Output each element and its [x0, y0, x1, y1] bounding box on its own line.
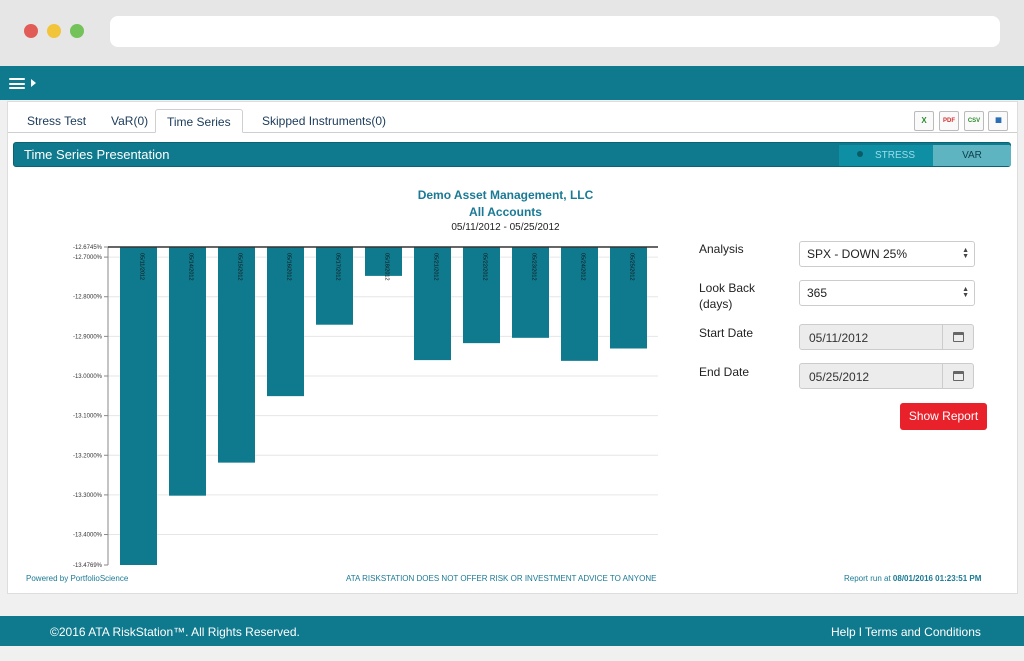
start-date-label: Start Date: [699, 326, 754, 340]
chart-accounts-title: All Accounts: [469, 205, 542, 219]
chart-bar: [169, 247, 206, 496]
lookback-value: 365: [807, 286, 828, 300]
browser-chrome: [0, 0, 1024, 66]
start-date-value: 05/11/2012: [809, 331, 869, 345]
analysis-select[interactable]: SPX - DOWN 25% ▲ ▼: [799, 241, 975, 267]
chart-bar: [316, 247, 353, 325]
bar-date-label: 05/17/2012: [335, 253, 341, 281]
chart-company-title: Demo Asset Management, LLC: [417, 188, 594, 202]
bar-date-label: 05/16/2012: [286, 253, 292, 281]
chart-bar: [120, 247, 157, 565]
chart-bar: [463, 247, 500, 344]
chart-export-icon[interactable]: ▮▮: [988, 111, 1008, 131]
y-axis-tick-label: -13.3000%: [73, 493, 103, 499]
help-link[interactable]: Help: [831, 625, 856, 639]
chart-bar: [610, 247, 647, 349]
time-series-bar-chart: -12.6745% -12.7000% -12.8000% -12.9000% -13.…: [73, 245, 658, 567]
stress-var-toggle[interactable]: STRESS VAR: [839, 145, 1011, 166]
bar-date-label: 05/22/2012: [482, 253, 488, 281]
lookback-label-line2: (days): [699, 297, 733, 311]
footer-separator: l: [855, 625, 865, 639]
tab-var[interactable]: VaR(0): [111, 114, 149, 128]
select-arrows-icon: ▲ ▼: [962, 247, 969, 260]
analysis-value: SPX - DOWN 25%: [807, 247, 908, 261]
bar-date-label: 05/14/2012: [188, 253, 194, 281]
y-axis-tick-label: -13.0000%: [73, 374, 103, 380]
terms-link[interactable]: Terms and Conditions: [864, 625, 981, 639]
calendar-icon: [953, 332, 964, 342]
end-date-label: End Date: [699, 365, 750, 379]
report-run-time: 08/01/2016 01:23:51 PM: [892, 574, 982, 583]
y-axis-tick-label: -13.2000%: [73, 453, 103, 459]
chart-bar: [365, 247, 402, 276]
y-axis-tick-label: -13.4769%: [73, 563, 103, 567]
chart-bar: [414, 247, 451, 361]
toggle-stress-label: STRESS: [874, 150, 915, 161]
chart-bar: [218, 247, 255, 463]
copyright-text: ©2016 ATA RiskStation™. All Rights Reser…: [50, 625, 300, 639]
show-report-button[interactable]: Show Report: [900, 403, 987, 430]
minimize-window-icon[interactable]: [47, 24, 61, 38]
active-indicator-icon: [856, 151, 863, 158]
chart-bar: [561, 247, 598, 361]
expand-arrow-icon[interactable]: [31, 79, 36, 87]
bar-date-label: 05/21/2012: [433, 253, 439, 281]
footer-links: Help l Terms and Conditions: [831, 625, 981, 639]
y-axis-tick-label: -13.4000%: [73, 533, 103, 539]
bar-date-label: 05/11/2012: [139, 253, 145, 280]
end-date-calendar-button[interactable]: [942, 364, 973, 388]
panel-title-bar: Time Series Presentation STRESS VAR: [13, 142, 1011, 167]
disclaimer-text: ATA RISKSTATION DOES NOT OFFER RISK OR I…: [346, 574, 657, 583]
app-nav-bar: [0, 66, 1024, 100]
csv-export-icon[interactable]: CSV: [964, 111, 984, 131]
bar-date-label: 05/15/2012: [237, 253, 243, 281]
analysis-label: Analysis: [699, 242, 744, 256]
close-window-icon[interactable]: [24, 24, 38, 38]
chart-date-range: 05/11/2012 - 05/25/2012: [451, 222, 560, 233]
tab-stress-test[interactable]: Stress Test: [27, 114, 87, 128]
lookback-label-line1: Look Back: [699, 281, 756, 295]
y-axis-tick-label: -12.7000%: [73, 255, 103, 261]
toggle-stress-option[interactable]: STRESS: [839, 145, 933, 166]
excel-export-icon[interactable]: X: [914, 111, 934, 131]
end-date-value: 05/25/2012: [809, 370, 870, 384]
tab-time-series[interactable]: Time Series: [155, 109, 243, 133]
bar-date-label: 05/25/2012: [629, 253, 635, 281]
toggle-var-option[interactable]: VAR: [962, 150, 982, 161]
y-axis-tick-label: -13.1000%: [73, 414, 103, 420]
bar-date-label: 05/18/2012: [384, 253, 390, 281]
y-axis-tick-label: -12.9000%: [73, 334, 103, 340]
address-bar[interactable]: [110, 16, 1000, 47]
chart-bar: [512, 247, 549, 338]
tab-skipped-instruments[interactable]: Skipped Instruments(0): [262, 114, 387, 128]
start-date-field[interactable]: 05/11/2012: [799, 324, 974, 350]
start-date-calendar-button[interactable]: [942, 325, 973, 349]
menu-icon[interactable]: [9, 78, 25, 89]
lookback-select[interactable]: 365 ▲ ▼: [799, 280, 975, 306]
calendar-icon: [953, 371, 964, 381]
report-run-prefix: Report run at: [844, 574, 893, 583]
page-footer: ©2016 ATA RiskStation™. All Rights Reser…: [0, 616, 1024, 646]
bar-date-label: 05/23/2012: [531, 253, 537, 281]
powered-by-text: Powered by PortfolioScience: [26, 574, 129, 583]
maximize-window-icon[interactable]: [70, 24, 84, 38]
select-arrows-icon: ▲ ▼: [962, 286, 969, 299]
lookback-label: Look Back (days): [699, 280, 755, 312]
bottom-strip: [0, 646, 1024, 661]
bar-date-label: 05/24/2012: [580, 253, 586, 281]
main-panel: Stress Test VaR(0) Time Series Skipped I…: [7, 101, 1018, 594]
y-axis-tick-label: -12.6745%: [73, 245, 103, 251]
chart-bar: [267, 247, 304, 397]
panel-title: Time Series Presentation: [24, 147, 170, 162]
tab-divider: [8, 132, 1017, 133]
report-run-text: Report run at 08/01/2016 01:23:51 PM: [844, 574, 981, 583]
y-axis-tick-label: -12.8000%: [73, 295, 103, 301]
pdf-export-icon[interactable]: PDF: [939, 111, 959, 131]
end-date-field[interactable]: 05/25/2012: [799, 363, 974, 389]
